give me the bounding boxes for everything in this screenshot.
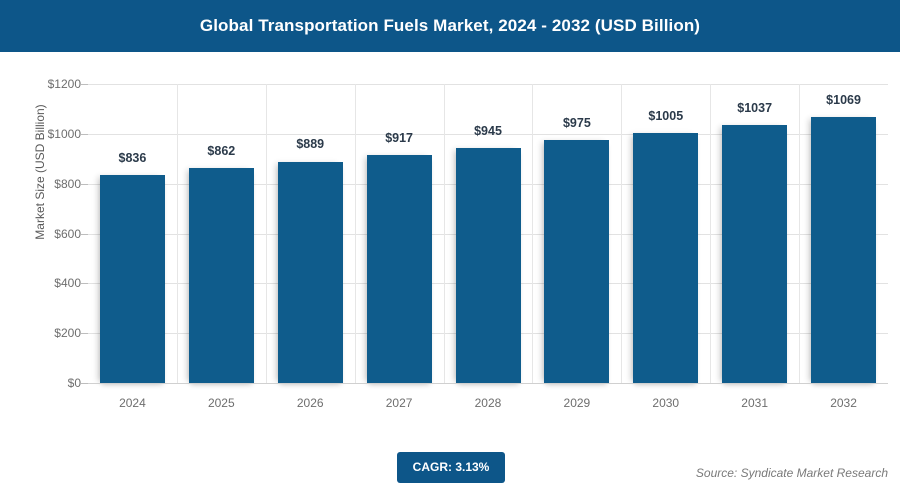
y-axis-tick-mark (81, 233, 88, 235)
bar-rect[interactable] (633, 132, 699, 383)
x-axis-tick-label: 2024 (119, 396, 146, 410)
y-axis-tick-label: $400 (54, 276, 81, 291)
bar-rect[interactable] (544, 140, 610, 383)
plot-area (88, 84, 888, 383)
bar-2025[interactable] (188, 168, 254, 383)
x-axis-baseline (88, 383, 888, 384)
y-axis-tick-label: $0 (67, 376, 81, 390)
bar-rect[interactable] (455, 147, 521, 383)
x-axis-tick-label: 2026 (296, 396, 324, 410)
y-axis-tick-mark (81, 333, 88, 335)
bar-value-label: $862 (207, 144, 236, 159)
y-axis-tick-mark (81, 383, 88, 384)
bar-rect[interactable] (811, 116, 877, 383)
source-note: Source: Syndicate Market Research (695, 466, 888, 480)
bar-2032[interactable] (811, 116, 877, 383)
y-axis-tick-mark (81, 283, 88, 285)
x-axis-tick-label: 2030 (652, 396, 680, 410)
bar-rect[interactable] (188, 168, 254, 383)
y-axis-tick-label: $800 (54, 176, 81, 191)
y-axis-tick-mark (81, 133, 88, 135)
gridline (88, 84, 888, 85)
bar-value-label: $1037 (737, 100, 773, 115)
bar-rect[interactable] (99, 174, 165, 383)
y-axis-tick-label: $600 (54, 226, 81, 241)
title-banner: Global Transportation Fuels Market, 2024… (0, 0, 900, 52)
bar-value-label: $1069 (826, 92, 861, 107)
category-separator (799, 84, 801, 383)
bar-rect[interactable] (722, 124, 788, 383)
x-axis-tick-label: 2032 (830, 396, 857, 410)
cagr-badge: CAGR: 3.13% (397, 452, 505, 483)
bar-value-label: $945 (474, 123, 502, 138)
bar-value-label: $1005 (648, 108, 684, 123)
bar-2031[interactable] (722, 124, 788, 383)
page-title: Global Transportation Fuels Market, 2024… (199, 16, 701, 35)
bar-2028[interactable] (455, 147, 521, 383)
bar-2030[interactable] (633, 132, 699, 383)
bar-rect[interactable] (366, 154, 432, 383)
category-separator (443, 84, 445, 383)
bar-2029[interactable] (544, 140, 610, 383)
y-axis-tick-mark (81, 183, 88, 185)
gridline (88, 133, 888, 135)
y-axis-tick-label: $1000 (47, 126, 81, 141)
category-separator (265, 84, 267, 383)
category-separator (532, 84, 534, 383)
bar-2026[interactable] (277, 161, 343, 383)
y-axis-ticks: $0 $200 $400 $600 $800 $1000 $1200 (0, 0, 81, 500)
bar-value-label: $889 (296, 137, 325, 152)
category-separator (621, 84, 623, 383)
x-axis-tick-label: 2027 (385, 396, 413, 410)
y-axis-tick-label: $200 (54, 326, 81, 341)
x-axis-tick-label: 2028 (474, 396, 502, 410)
x-axis-tick-label: 2029 (563, 396, 591, 410)
bar-rect[interactable] (277, 161, 343, 383)
y-axis-tick-mark (81, 84, 88, 85)
bar-value-label: $917 (385, 130, 414, 145)
bar-2024[interactable] (99, 174, 165, 383)
x-axis-tick-label: 2025 (207, 396, 235, 410)
category-separator (710, 84, 712, 383)
bar-2027[interactable] (366, 154, 432, 383)
category-separator (176, 84, 178, 383)
bar-value-label: $836 (118, 150, 147, 165)
x-axis-tick-label: 2031 (741, 396, 768, 410)
y-axis-tick-label: $1200 (47, 77, 81, 91)
bar-value-label: $975 (562, 116, 591, 131)
category-separator (354, 84, 356, 383)
